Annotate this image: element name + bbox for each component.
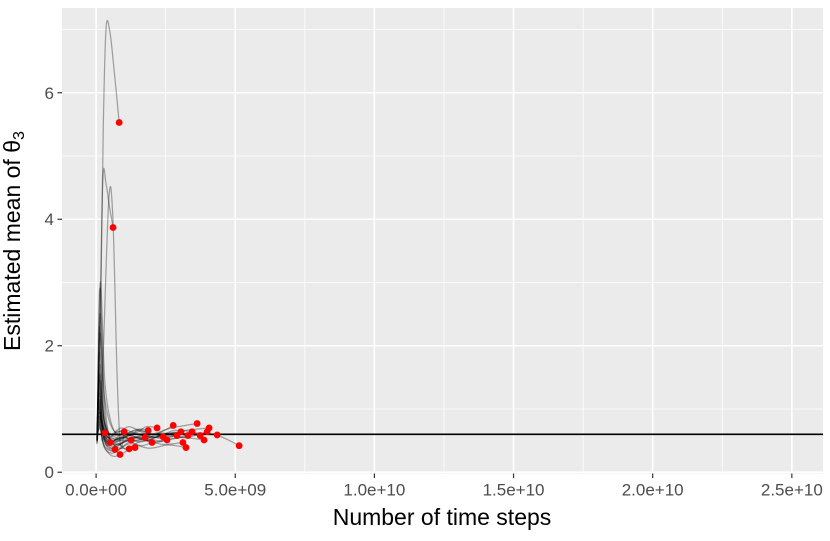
estimate-point: [177, 428, 185, 436]
trajectory-04: [96, 414, 121, 458]
y-axis-title: Estimated mean of θ3: [0, 131, 28, 351]
y-tick-labels: 0 2 4 6: [45, 84, 54, 482]
estimate-point: [196, 432, 204, 439]
trajectory-20: [96, 364, 183, 450]
estimate-point: [153, 424, 161, 432]
estimate-point: [188, 428, 196, 436]
estimate-point: [182, 444, 190, 451]
estimate-point: [163, 436, 171, 444]
x-tick-label: 1.5e+10: [483, 481, 545, 500]
estimate-point: [213, 431, 221, 439]
x-tick-label: 0.0e+00: [65, 481, 127, 500]
estimate-point: [205, 424, 213, 432]
estimate-point: [169, 422, 177, 429]
estimate-point: [116, 451, 124, 458]
trajectory-03: [96, 326, 116, 451]
major-gridlines: [62, 8, 823, 474]
trajectory-05: [96, 19, 120, 435]
y-tick-label: 0: [45, 463, 54, 482]
trajectory-21: [96, 421, 187, 453]
estimate-point: [125, 445, 133, 453]
axis-ticks: [57, 92, 793, 478]
trajectory-08: [96, 288, 132, 447]
y-axis-title-text: Estimated mean of θ: [0, 140, 26, 351]
plot-panel: [62, 8, 823, 474]
minor-gridlines: [62, 8, 823, 474]
estimate-point: [111, 446, 119, 453]
estimate-point: [148, 439, 156, 446]
trajectory-18: [96, 392, 178, 442]
estimate-point: [127, 436, 135, 444]
trajectory-06: [96, 167, 114, 441]
y-tick-label: 2: [45, 337, 54, 356]
x-tick-label: 5.0e+09: [204, 481, 266, 500]
estimate-point: [179, 439, 187, 446]
final-estimate-points: [101, 119, 243, 458]
trajectory-22: [96, 379, 189, 441]
x-tick-label: 2.5e+10: [761, 481, 823, 500]
estimate-point: [193, 420, 201, 427]
estimate-point: [144, 427, 152, 434]
x-tick-label: 2.0e+10: [622, 481, 684, 500]
trajectory-23: [96, 408, 193, 440]
estimate-point: [115, 119, 123, 126]
estimate-point: [141, 434, 149, 441]
trajectory-07: [96, 186, 125, 448]
trajectory-24: [96, 313, 198, 438]
x-tick-labels: 0.0e+00 5.0e+09 1.0e+10 1.5e+10 2.0e+10 2.5e+…: [65, 481, 823, 500]
y-axis-title-subscript: 3: [10, 131, 29, 140]
y-tick-label: 4: [45, 210, 54, 229]
x-axis-title: Number of time steps: [333, 505, 552, 529]
estimate-point: [120, 428, 128, 436]
estimate-point: [101, 429, 109, 437]
x-axis-title-text: Number of time steps: [332, 503, 552, 530]
estimate-point: [131, 444, 139, 451]
x-tick-label: 1.0e+10: [343, 481, 405, 500]
estimate-point: [235, 442, 243, 450]
estimate-point: [200, 436, 208, 444]
estimate-point: [109, 224, 117, 231]
estimate-point: [106, 439, 114, 446]
y-tick-label: 6: [45, 84, 54, 103]
